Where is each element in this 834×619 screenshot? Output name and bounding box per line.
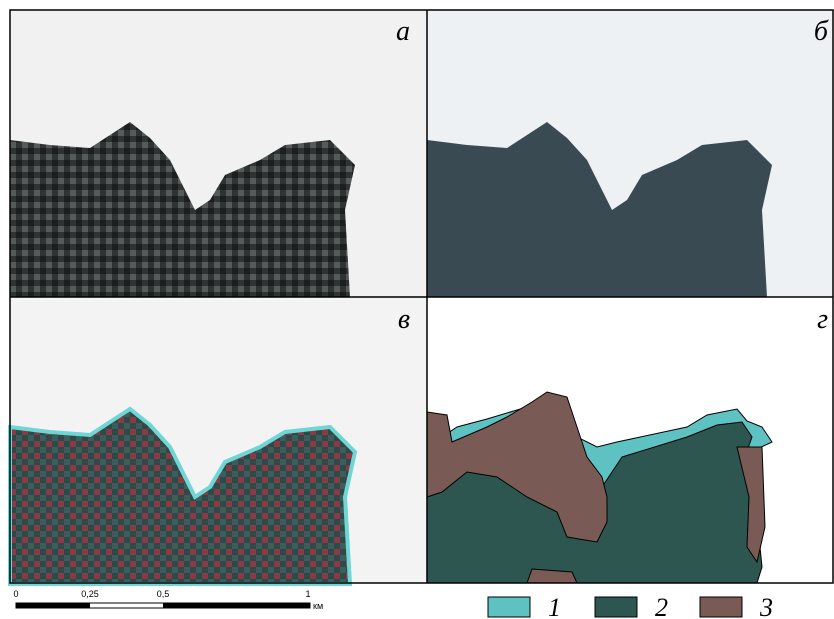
scale-bar-segment — [163, 603, 310, 608]
panel-label: б — [814, 16, 829, 47]
legend-label: 3 — [759, 593, 773, 619]
legend-label: 2 — [655, 593, 668, 619]
panel-b — [427, 10, 834, 297]
scale-label: 0,5 — [157, 589, 170, 599]
legend-swatch — [488, 597, 530, 617]
legend: 1 2 3 — [488, 593, 773, 619]
panel-d — [427, 297, 834, 583]
panel-label: а — [396, 16, 410, 47]
scale-unit: км — [313, 601, 323, 611]
panel-label: г — [817, 304, 828, 335]
panel-label: в — [398, 304, 410, 335]
scale-label: 0 — [13, 589, 18, 599]
scale-label: 0,25 — [81, 589, 99, 599]
scale-bar: 0 0,25 0,5 1 км — [13, 589, 323, 611]
legend-swatch — [700, 597, 742, 617]
page: а б в г 0 0,25 0,5 1 км 1 2 3 (() => { c… — [0, 0, 834, 619]
legend-label: 1 — [548, 593, 561, 619]
figure: а б в г 0 0,25 0,5 1 км 1 2 3 — [0, 0, 834, 619]
panel-a — [10, 10, 427, 297]
panel-c — [10, 297, 427, 584]
scale-bar-segment — [16, 603, 90, 608]
scale-label: 1 — [305, 589, 310, 599]
legend-swatch — [595, 597, 637, 617]
